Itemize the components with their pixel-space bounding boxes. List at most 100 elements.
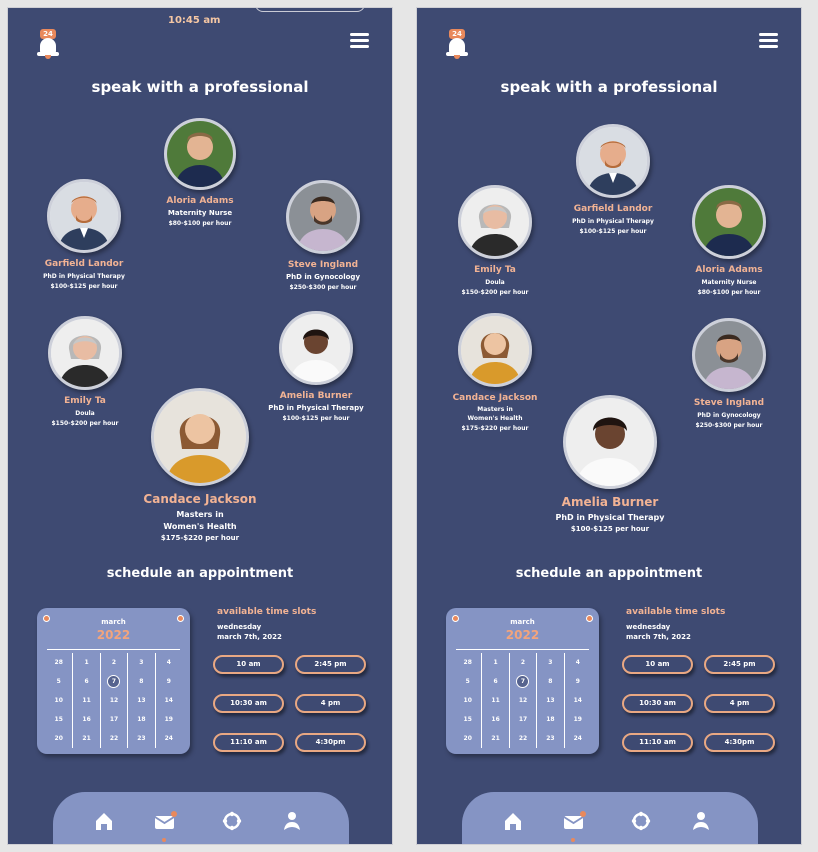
hamburger-icon[interactable] <box>350 33 370 49</box>
time-slot-button[interactable]: 4:30pm <box>295 733 366 752</box>
calendar-day[interactable]: 28 <box>463 659 472 666</box>
calendar-day[interactable]: 9 <box>575 678 580 685</box>
time-slots-title: available time slots <box>217 607 317 617</box>
active-indicator <box>162 838 166 842</box>
hamburger-icon[interactable] <box>759 33 779 49</box>
professional-card-garfield-landor[interactable]: Garfield Landor PhD in Physical Therapy … <box>538 124 688 235</box>
professional-card-amelia-burner[interactable]: Amelia Burner PhD in Physical Therapy $1… <box>241 311 391 422</box>
calendar-day[interactable]: 15 <box>54 716 63 723</box>
calendar-day[interactable]: 16 <box>491 716 500 723</box>
calendar-day[interactable]: 8 <box>139 678 144 685</box>
time-slot-button[interactable]: 10:30 am <box>213 694 284 713</box>
professional-credential: PhD in Physical Therapy <box>268 404 364 412</box>
calendar-day[interactable]: 1 <box>84 659 89 666</box>
calendar-day[interactable]: 21 <box>82 735 91 742</box>
time-slot-button[interactable]: 4:30pm <box>704 733 775 752</box>
calendar-day[interactable]: 10 <box>463 697 472 704</box>
time-slot-button[interactable]: 2:45 pm <box>704 655 775 674</box>
calendar-day[interactable]: 18 <box>546 716 555 723</box>
professional-card-amelia-burner[interactable]: Amelia Burner PhD in Physical Therapy $1… <box>535 395 685 533</box>
professional-rate: $100-$125 per hour <box>282 415 350 422</box>
calendar-day[interactable]: 5 <box>465 678 470 685</box>
calendar-day[interactable]: 18 <box>137 716 146 723</box>
calendar-day[interactable]: 13 <box>546 697 555 704</box>
calendar-column: 28 5 10 15 20 <box>45 653 72 748</box>
calendar-day[interactable]: 19 <box>164 716 173 723</box>
professional-card-aloria-adams[interactable]: Aloria Adams Maternity Nurse $80-$100 pe… <box>125 118 275 227</box>
calendar-day[interactable]: 1 <box>493 659 498 666</box>
calendar-column: 1 6 11 16 21 <box>481 653 508 748</box>
calendar-day-selected[interactable]: 7 <box>101 672 127 691</box>
calendar-day[interactable]: 17 <box>518 716 528 723</box>
calendar-day[interactable]: 14 <box>573 697 582 704</box>
avatar-amelia-burner <box>279 311 353 385</box>
professional-card-emily-ta[interactable]: Emily Ta Doula $150-$200 per hour <box>420 185 570 296</box>
calendar-day[interactable]: 20 <box>463 735 472 742</box>
status-time: 10:45 am <box>168 15 221 26</box>
time-slot-button[interactable]: 10:30 am <box>622 694 693 713</box>
calendar-day[interactable]: 22 <box>518 735 528 742</box>
calendar-day[interactable]: 2 <box>520 659 526 666</box>
calendar-day[interactable]: 9 <box>166 678 171 685</box>
time-slot-button[interactable]: 11:10 am <box>213 733 284 752</box>
home-icon[interactable] <box>93 810 115 832</box>
calendar-day[interactable]: 4 <box>166 659 171 666</box>
calendar-day[interactable]: 3 <box>139 659 144 666</box>
phone-screen-left: 10:45 am 24 speak with a professional Al… <box>7 7 393 845</box>
calendar-day[interactable]: 3 <box>548 659 553 666</box>
avatar-steve-ingland <box>692 318 766 392</box>
time-slot-button[interactable]: 10 am <box>622 655 693 674</box>
calendar-day[interactable]: 6 <box>84 678 89 685</box>
resources-icon[interactable] <box>221 810 243 832</box>
professional-credential: Doula <box>75 410 95 417</box>
professional-card-steve-ingland[interactable]: Steve Ingland PhD in Gynocology $250-$30… <box>248 180 392 291</box>
calendar-day[interactable]: 16 <box>82 716 91 723</box>
calendar-column: 4 9 14 19 24 <box>563 653 591 748</box>
messages-icon[interactable] <box>154 810 177 832</box>
time-slot-button[interactable]: 2:45 pm <box>295 655 366 674</box>
resources-icon[interactable] <box>630 810 652 832</box>
home-icon[interactable] <box>502 810 524 832</box>
calendar-day[interactable]: 17 <box>109 716 119 723</box>
app-logo[interactable]: 24 <box>37 29 59 59</box>
calendar-day[interactable]: 14 <box>164 697 173 704</box>
calendar-day-selected[interactable]: 7 <box>510 672 536 691</box>
calendar-day[interactable]: 10 <box>54 697 63 704</box>
calendar-day[interactable]: 11 <box>491 697 500 704</box>
time-slot-button[interactable]: 11:10 am <box>622 733 693 752</box>
app-logo[interactable]: 24 <box>446 29 468 59</box>
calendar-day[interactable]: 8 <box>548 678 553 685</box>
calendar-day[interactable]: 20 <box>54 735 63 742</box>
calendar-day[interactable]: 21 <box>491 735 500 742</box>
calendar-day[interactable]: 2 <box>111 659 117 666</box>
calendar-day[interactable]: 24 <box>164 735 173 742</box>
time-slot-button[interactable]: 10 am <box>213 655 284 674</box>
messages-icon[interactable] <box>563 810 586 832</box>
professional-card-aloria-adams[interactable]: Aloria Adams Maternity Nurse $80-$100 pe… <box>654 185 801 296</box>
professional-card-emily-ta[interactable]: Emily Ta Doula $150-$200 per hour <box>10 316 160 427</box>
calendar-day[interactable]: 4 <box>575 659 580 666</box>
professional-card-steve-ingland[interactable]: Steve Ingland PhD in Gynocology $250-$30… <box>654 318 801 429</box>
calendar-day[interactable]: 23 <box>546 735 555 742</box>
calendar-day[interactable]: 5 <box>56 678 61 685</box>
calendar-day[interactable]: 19 <box>573 716 582 723</box>
professional-card-candace-jackson[interactable]: Candace Jackson Masters in Women's Healt… <box>125 388 275 542</box>
calendar-day[interactable]: 6 <box>493 678 498 685</box>
calendar-day[interactable]: 24 <box>573 735 582 742</box>
professional-card-garfield-landor[interactable]: Garfield Landor PhD in Physical Therapy … <box>9 179 159 290</box>
calendar-day[interactable]: 11 <box>82 697 91 704</box>
calendar-month: march <box>101 618 126 626</box>
calendar-day[interactable]: 28 <box>54 659 63 666</box>
calendar-column: 3 8 13 18 23 <box>536 653 563 748</box>
time-slot-button[interactable]: 4 pm <box>704 694 775 713</box>
calendar-day[interactable]: 22 <box>109 735 119 742</box>
calendar-day[interactable]: 15 <box>463 716 472 723</box>
time-slot-button[interactable]: 4 pm <box>295 694 366 713</box>
calendar-day[interactable]: 23 <box>137 735 146 742</box>
profile-icon[interactable] <box>281 810 303 832</box>
calendar-day[interactable]: 13 <box>137 697 146 704</box>
calendar-day[interactable]: 12 <box>109 697 119 704</box>
professional-card-candace-jackson[interactable]: Candace Jackson Masters in Women's Healt… <box>420 313 570 432</box>
profile-icon[interactable] <box>690 810 712 832</box>
calendar-day[interactable]: 12 <box>518 697 528 704</box>
